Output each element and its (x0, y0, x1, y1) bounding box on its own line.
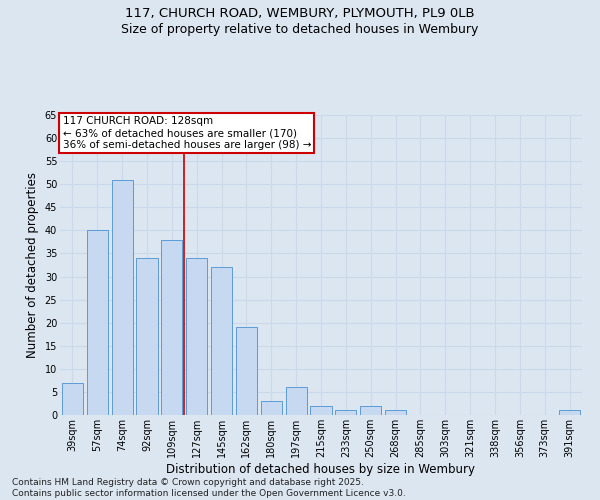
Bar (112, 180, 133, 415)
Bar (161, 240, 182, 415)
Bar (335, 410, 356, 415)
Y-axis label: Number of detached properties: Number of detached properties (26, 172, 39, 358)
Bar (186, 258, 207, 415)
Bar (559, 410, 580, 415)
Bar (236, 328, 257, 415)
Bar (87, 230, 108, 415)
Bar (310, 406, 332, 415)
X-axis label: Distribution of detached houses by size in Wembury: Distribution of detached houses by size … (167, 462, 476, 475)
Text: Size of property relative to detached houses in Wembury: Size of property relative to detached ho… (121, 22, 479, 36)
Text: 117 CHURCH ROAD: 128sqm
← 63% of detached houses are smaller (170)
36% of semi-d: 117 CHURCH ROAD: 128sqm ← 63% of detache… (62, 116, 311, 150)
Bar (136, 258, 158, 415)
Bar (360, 406, 381, 415)
Bar (211, 268, 232, 415)
Bar (286, 388, 307, 415)
Text: 117, CHURCH ROAD, WEMBURY, PLYMOUTH, PL9 0LB: 117, CHURCH ROAD, WEMBURY, PLYMOUTH, PL9… (125, 8, 475, 20)
Bar (385, 410, 406, 415)
Text: Contains HM Land Registry data © Crown copyright and database right 2025.
Contai: Contains HM Land Registry data © Crown c… (12, 478, 406, 498)
Bar (62, 382, 83, 415)
Bar (261, 401, 282, 415)
